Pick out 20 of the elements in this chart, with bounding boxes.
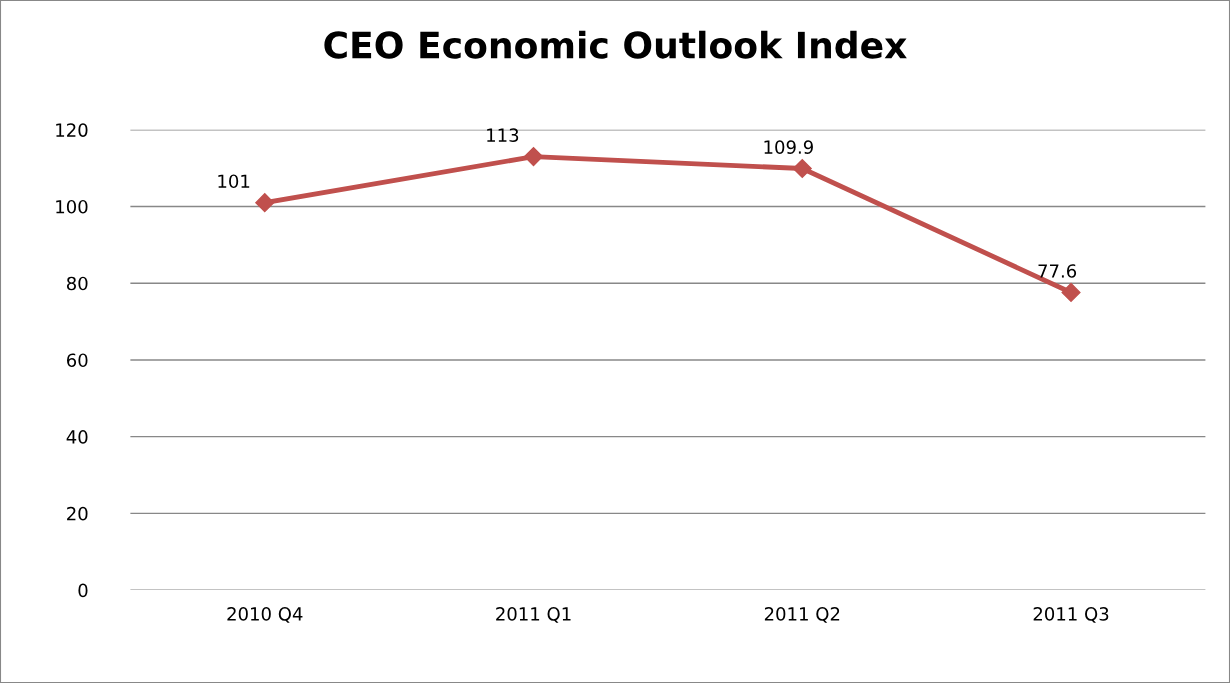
x-tick-label: 2011 Q2	[764, 607, 840, 623]
y-tick-label: 80	[66, 276, 88, 291]
point	[792, 158, 812, 179]
data-label: 101	[218, 174, 250, 189]
data-label: 77.6	[1038, 264, 1077, 278]
x-tick-label: 2011 Q3	[1033, 607, 1109, 623]
point	[523, 147, 544, 167]
y-tick-label: 100	[56, 199, 88, 214]
x-tick-label: 2011 Q1	[496, 607, 571, 623]
y-tick-label: 40	[66, 430, 88, 444]
chart-title: CEO Economic Outlook Index	[324, 30, 907, 59]
x-tick-label: 2010 Q4	[227, 607, 303, 623]
data-label: 113	[487, 128, 519, 143]
y-tick-label: 20	[67, 506, 88, 521]
data-label: 109.9	[764, 140, 813, 154]
point	[1061, 282, 1081, 302]
y-tick-label: 120	[56, 123, 88, 137]
point	[255, 193, 275, 213]
y-tick-label: 0	[78, 583, 88, 598]
y-tick-label: 60	[67, 353, 88, 368]
